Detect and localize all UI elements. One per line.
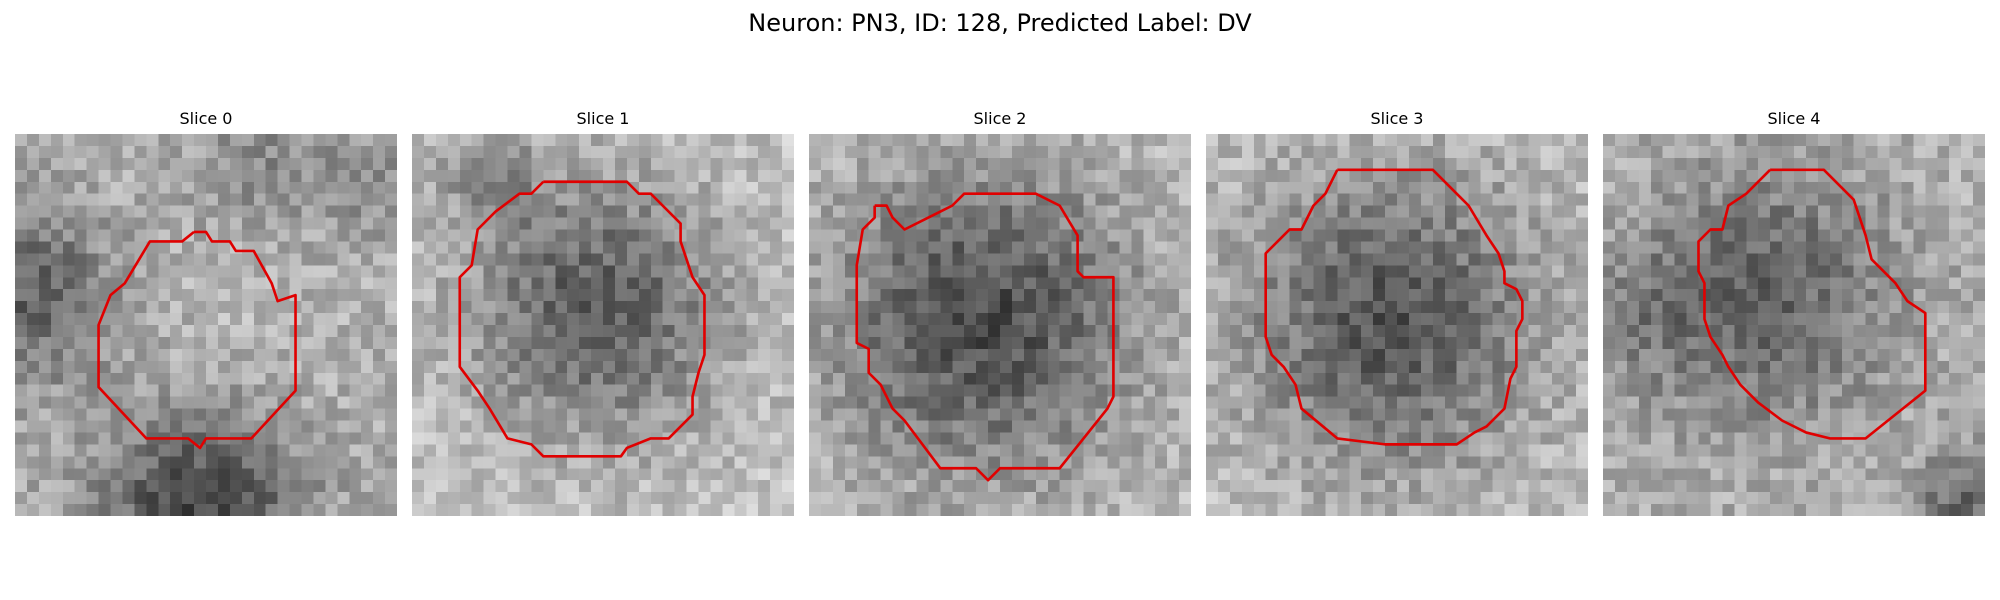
slice-image [412,134,794,516]
contour-line [855,192,1115,482]
contour-line [1697,168,1927,440]
slice-image [1603,134,1985,516]
slice-contour [97,230,297,450]
slice-contour [1697,168,1927,440]
slice-title: Slice 1 [576,109,630,128]
slice-title: Slice 4 [1767,109,1821,128]
contour-line [97,230,297,450]
figure-title: Neuron: PN3, ID: 128, Predicted Label: D… [748,9,1252,37]
slice-contour [458,180,706,458]
slice-panel-3: Slice 3 [1206,105,1588,520]
slice-image [809,134,1191,516]
slice-panel-4: Slice 4 [1603,105,1985,520]
slice-title: Slice 0 [179,109,233,128]
slice-title: Slice 2 [973,109,1027,128]
slice-panel-1: Slice 1 [412,105,794,520]
slice-title: Slice 3 [1370,109,1424,128]
contour-line [458,180,706,458]
slice-image [15,134,397,516]
slice-panel-0: Slice 0 [15,105,397,520]
slice-panel-2: Slice 2 [809,105,1191,520]
slice-contour [1264,168,1524,446]
contour-line [1264,168,1524,446]
slice-image [1206,134,1588,516]
slice-contour [855,192,1115,482]
